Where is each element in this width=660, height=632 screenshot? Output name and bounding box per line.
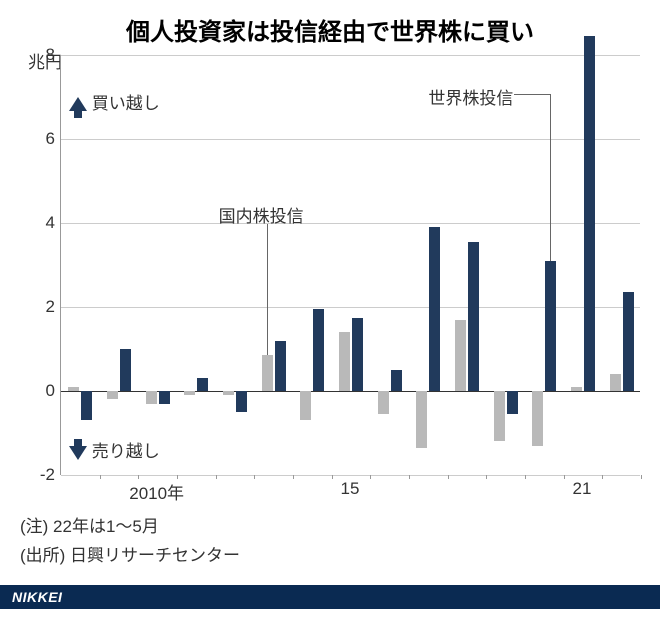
bar-global [352, 318, 363, 392]
y-tick-label: 2 [46, 297, 61, 317]
bar-global [507, 391, 518, 414]
gridline [61, 139, 640, 140]
bar-global [120, 349, 131, 391]
sell-label: 売り越し [92, 442, 160, 461]
bar-global [468, 242, 479, 391]
bar-global [623, 292, 634, 391]
chart-container: 個人投資家は投信経由で世界株に買い 兆円 -202468 買い越し 売り越し国内… [0, 0, 660, 609]
y-tick-label: 6 [46, 129, 61, 149]
bar-global [159, 391, 170, 404]
bar-global [236, 391, 247, 412]
x-axis-label: 15 [341, 479, 360, 499]
bar-global [313, 309, 324, 391]
leader-line [267, 224, 268, 355]
bar-global [81, 391, 92, 420]
bar-global [584, 36, 595, 391]
series-label-domestic: 国内株投信 [219, 202, 304, 227]
y-tick-label: 4 [46, 213, 61, 233]
bar-domestic [223, 391, 234, 395]
chart-title: 個人投資家は投信経由で世界株に買い [0, 0, 660, 55]
leader-line [550, 94, 551, 260]
y-tick-label: 0 [46, 381, 61, 401]
leader-line [514, 94, 550, 95]
bar-domestic [262, 355, 273, 391]
bar-domestic [107, 391, 118, 399]
arrow-up-icon [69, 97, 87, 111]
bar-domestic [378, 391, 389, 414]
bar-domestic [571, 387, 582, 391]
arrow-down-icon [69, 446, 87, 460]
series-label-global: 世界株投信 [428, 84, 513, 109]
chart-notes: (注) 22年は1〜5月 (出所) 日興リサーチセンター [0, 503, 660, 585]
bar-domestic [339, 332, 350, 391]
bar-domestic [184, 391, 195, 395]
note-line: (注) 22年は1〜5月 [20, 513, 640, 542]
bar-domestic [68, 387, 79, 391]
x-axis-label: 21 [573, 479, 592, 499]
bar-domestic [610, 374, 621, 391]
bar-domestic [146, 391, 157, 404]
gridline [61, 55, 640, 56]
x-axis-label: 2010年 [129, 479, 184, 504]
bar-global [275, 341, 286, 391]
bar-domestic [532, 391, 543, 446]
gridline [61, 475, 640, 476]
y-tick-label: -2 [40, 465, 61, 485]
gridline [61, 223, 640, 224]
annotation-sell: 売り越し [69, 437, 160, 462]
bar-domestic [416, 391, 427, 448]
chart-plot-area: -202468 買い越し 売り越し国内株投信世界株投信 [60, 55, 640, 475]
x-axis-labels: 2010年 15 21 [60, 479, 640, 503]
x-tick [641, 475, 642, 479]
bar-domestic [494, 391, 505, 441]
y-tick-label: 8 [46, 45, 61, 65]
annotation-buy: 買い越し [69, 89, 160, 114]
bar-global [429, 227, 440, 391]
source-line: (出所) 日興リサーチセンター [20, 542, 640, 571]
bar-global [545, 261, 556, 391]
bar-global [391, 370, 402, 391]
bar-domestic [455, 320, 466, 391]
brand-footer: NIKKEI [0, 585, 660, 609]
buy-label: 買い越し [92, 94, 160, 113]
bar-global [197, 378, 208, 391]
bar-domestic [300, 391, 311, 420]
